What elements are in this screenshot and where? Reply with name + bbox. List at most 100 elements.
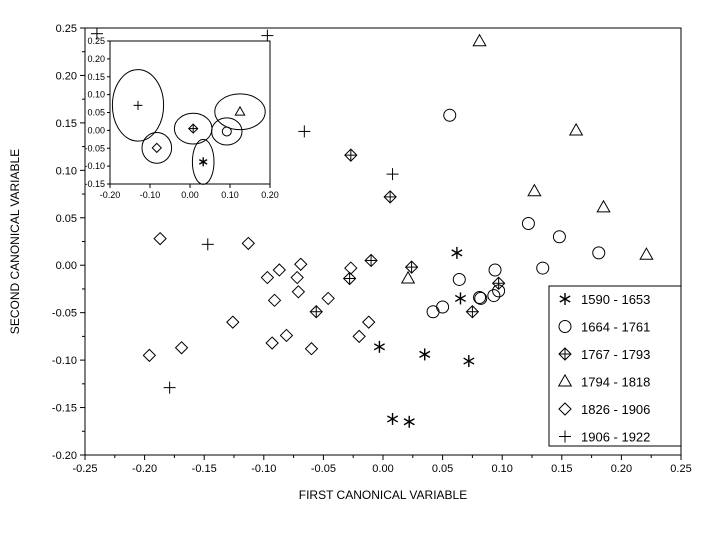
inset-y-tick-label: 0.10 — [87, 90, 105, 100]
inset-x-tick-label: 0.10 — [221, 190, 239, 200]
legend-item: 1664 - 1761 — [558, 320, 650, 335]
diamond-shape — [291, 285, 306, 299]
inset-frame — [109, 40, 271, 185]
circle-shape — [473, 290, 487, 304]
data-point-diamond — [291, 285, 306, 299]
x-axis-title: FIRST CANONICAL VARIABLE — [299, 488, 468, 502]
data-point-diamond — [361, 315, 376, 329]
inset-y-tick-label: -0.05 — [84, 143, 105, 153]
diamond-shape — [241, 236, 256, 251]
x-tick-label: -0.25 — [72, 463, 97, 475]
inset-x-tick-label: 0.20 — [261, 190, 279, 200]
circle-shape — [488, 263, 502, 277]
legend-box — [548, 285, 682, 447]
diamond-shape — [344, 261, 358, 275]
data-point-diamond — [265, 336, 279, 350]
data-point-circle — [474, 291, 488, 305]
data-point-circle — [452, 272, 466, 286]
group-centroid-circle-plus — [187, 123, 199, 134]
series-1826-1906 — [142, 231, 376, 363]
data-point-asterisk — [373, 340, 385, 353]
data-point-triangle — [400, 270, 416, 284]
x-tick-label: 0.05 — [432, 463, 453, 475]
data-point-diamond — [174, 341, 189, 355]
data-point-plus — [261, 29, 274, 42]
inset-x-tick-label: -0.20 — [100, 190, 121, 200]
data-point-circle — [536, 261, 550, 275]
circle-shape — [552, 230, 566, 244]
data-point-diamond — [294, 257, 308, 271]
y-axis-title: SECOND CANONICAL VARIABLE — [8, 149, 22, 334]
data-point-plus — [386, 168, 399, 181]
triangle-shape — [234, 105, 246, 116]
inset-x-tick-label: 0.00 — [181, 190, 199, 200]
series-1794-1818 — [400, 33, 654, 284]
data-point-circle — [592, 246, 606, 260]
confidence-ellipse — [173, 112, 213, 145]
y-tick-label: 0.05 — [56, 213, 77, 225]
legend-item: 1794 - 1818 — [557, 373, 650, 390]
circle-shape — [558, 320, 572, 333]
group-centroid-asterisk — [198, 157, 208, 167]
diamond-shape — [267, 293, 282, 308]
y-tick-label: 0.15 — [56, 118, 77, 130]
legend-item: 1767 - 1793 — [558, 347, 650, 362]
asterisk-stroke — [198, 158, 208, 165]
data-point-circle — [552, 230, 566, 244]
circle-shape — [521, 216, 535, 230]
data-point-circle — [426, 305, 440, 319]
diamond-shape — [352, 329, 366, 344]
data-point-triangle — [472, 33, 487, 47]
diamond-shape — [290, 270, 304, 285]
diamond-shape — [321, 291, 335, 306]
data-point-asterisk — [454, 292, 467, 305]
x-tick-label: 0.00 — [372, 463, 393, 475]
triangle-shape — [557, 373, 573, 387]
confidence-ellipse — [111, 69, 165, 142]
data-point-triangle — [596, 199, 611, 213]
circle-shape — [452, 272, 466, 286]
data-point-diamond — [352, 329, 366, 344]
diamond-shape — [142, 348, 157, 363]
y-tick-label: -0.05 — [52, 308, 77, 320]
data-point-plus — [298, 125, 311, 138]
diamond-shape — [361, 315, 376, 329]
data-point-circle-plus — [344, 148, 358, 162]
diamond-shape — [294, 257, 308, 271]
data-point-diamond — [290, 270, 304, 285]
confidence-ellipse — [214, 93, 266, 131]
circle-shape — [474, 291, 488, 305]
legend-marker-circle — [558, 320, 572, 333]
data-point-diamond — [321, 291, 335, 306]
data-point-circle-plus — [364, 253, 378, 268]
data-point-circle — [473, 290, 487, 304]
asterisk-stroke — [419, 350, 431, 359]
group-centroid-plus — [133, 100, 143, 110]
data-point-diamond — [272, 263, 287, 277]
legend: 1590 - 1653 1664 - 1761 1767 - 1793 1794 - … — [548, 285, 682, 447]
inset-y-tick-label: -0.10 — [84, 161, 105, 171]
y-tick-label: -0.10 — [52, 355, 77, 367]
data-point-diamond — [344, 261, 358, 275]
data-point-circle-plus — [404, 260, 419, 274]
confidence-ellipse — [191, 138, 215, 185]
data-point-plus — [163, 381, 176, 394]
data-point-diamond — [304, 342, 319, 356]
asterisk-stroke — [373, 343, 385, 351]
legend-label: 1826 - 1906 — [581, 402, 650, 417]
data-point-plus — [201, 238, 214, 251]
circle-shape — [436, 300, 450, 314]
inset-plot: -0.20 -0.10 0.00 0.10 0.20 0.25 0.20 0.15 0.10 0.… — [84, 36, 278, 200]
legend-item: 1826 - 1906 — [558, 402, 650, 417]
y-tick-label: -0.20 — [52, 450, 77, 462]
circle-shape — [536, 261, 550, 275]
asterisk-stroke — [463, 357, 475, 365]
diamond-shape — [153, 231, 167, 246]
data-point-circle — [488, 263, 502, 277]
diamond-shape — [226, 315, 240, 329]
data-point-asterisk — [419, 348, 431, 361]
x-tick-label: -0.05 — [311, 463, 336, 475]
group-centroid-diamond — [151, 142, 163, 154]
data-point-circle-plus — [465, 305, 480, 319]
circle-shape — [426, 305, 440, 319]
